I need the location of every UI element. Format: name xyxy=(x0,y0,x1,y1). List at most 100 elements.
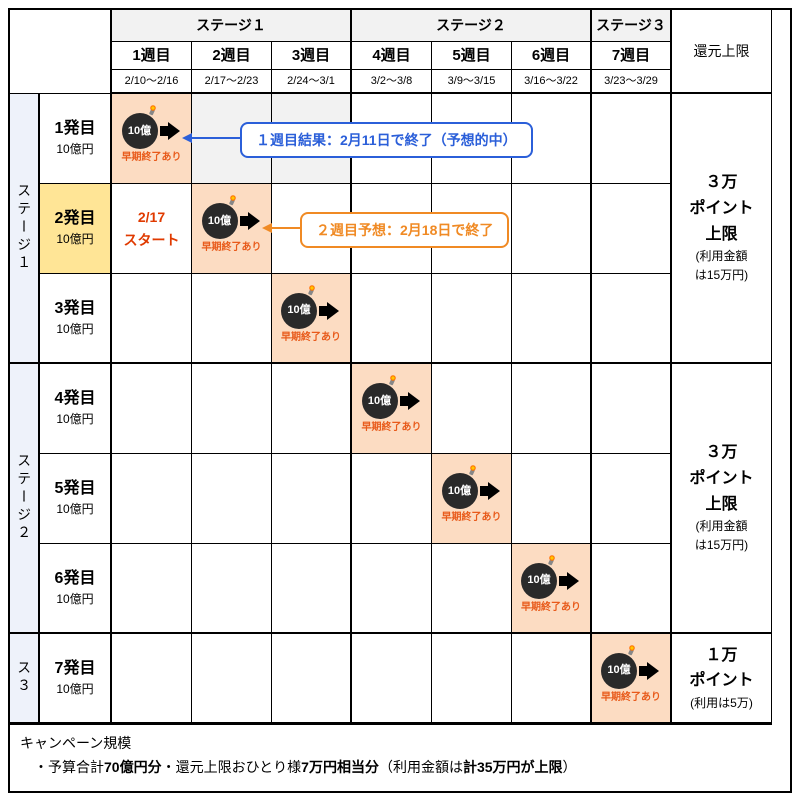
campaign-schedule-table: ステージ１ステージ２ステージ３還元上限1週目2週目3週目4週目5週目6週目7週目… xyxy=(8,8,792,793)
bomb-icon: 10億 xyxy=(281,293,317,329)
cell-r4-w6 xyxy=(512,364,592,454)
cell-r7-w3 xyxy=(272,634,352,724)
shot-7-label: 7発目10億円 xyxy=(40,634,112,724)
campaign-footer: キャンペーン規模 ・予算合計70億円分・還元上限おひとり様7万円相当分（利用金額… xyxy=(10,724,772,791)
cell-r4-w7 xyxy=(592,364,672,454)
early-end-note: 早期終了あり xyxy=(601,691,661,704)
arrow-right-icon xyxy=(160,124,182,138)
callout-week1-result-arrow xyxy=(190,137,245,139)
cell-r2-w7 xyxy=(592,184,672,274)
cell-r5-w4 xyxy=(352,454,432,544)
shot-6-amt: 10億円 xyxy=(56,592,93,608)
early-end-note: 早期終了あり xyxy=(521,601,581,614)
bomb-icon: 10億 xyxy=(521,563,557,599)
header-stage2: ステージ２ xyxy=(352,10,592,42)
shot-3-num: 3発目 xyxy=(55,299,96,320)
header-week-4: 4週目 xyxy=(352,42,432,70)
cell-r4-w3 xyxy=(272,364,352,454)
cell-r5-w3 xyxy=(272,454,352,544)
limit-stage2: ３万ポイント上限(利用金額は15万円) xyxy=(672,364,772,634)
callout-week1-result: １週目結果：2月11日で終了（予想的中） xyxy=(240,122,533,158)
start-label: スタート xyxy=(124,229,180,251)
cell-r6-w2 xyxy=(192,544,272,634)
header-dates-4: 3/2～3/8 xyxy=(352,70,432,94)
cell-r6-w7 xyxy=(592,544,672,634)
cell-r6-w1 xyxy=(112,544,192,634)
shot-6-num: 6発目 xyxy=(55,569,96,590)
header-stage1: ステージ１ xyxy=(112,10,352,42)
cell-r6-w3 xyxy=(272,544,352,634)
cell-r3-w6 xyxy=(512,274,592,364)
header-week-2: 2週目 xyxy=(192,42,272,70)
cell-r4-w5 xyxy=(432,364,512,454)
start-date: 2/17 xyxy=(124,206,180,228)
bomb-icon: 10億 xyxy=(202,203,238,239)
header-week-7: 7週目 xyxy=(592,42,672,70)
stage1-side: ステージ１ xyxy=(10,94,40,364)
limit-stage3: １万ポイント(利用は5万) xyxy=(672,634,772,724)
header-limit: 還元上限 xyxy=(672,10,772,94)
arrow-right-icon xyxy=(559,574,581,588)
cell-r3-w4 xyxy=(352,274,432,364)
cell-r2-w6 xyxy=(512,184,592,274)
cell-r6-w5 xyxy=(432,544,512,634)
header-week-1: 1週目 xyxy=(112,42,192,70)
stage2-side: ステージ２ xyxy=(10,364,40,634)
footer-detail: ・予算合計70億円分・還元上限おひとり様7万円相当分（利用金額は計35万円が上限… xyxy=(20,757,762,777)
bomb-cell-shot-3: 10億早期終了あり xyxy=(272,274,352,364)
shot-2-amt: 10億円 xyxy=(56,232,93,248)
bomb-icon: 10億 xyxy=(442,473,478,509)
shot-6-label: 6発目 10億円 xyxy=(40,544,112,634)
cell-r3-w5 xyxy=(432,274,512,364)
early-end-note: 早期終了あり xyxy=(122,151,182,164)
shot-7-amt: 10億円 xyxy=(56,682,93,698)
shot-4-label: 4発目 10億円 xyxy=(40,364,112,454)
shot-3-amt: 10億円 xyxy=(56,322,93,338)
bomb-icon: 10億 xyxy=(362,383,398,419)
header-dates-7: 3/23～3/29 xyxy=(592,70,672,94)
header-dates-5: 3/9～3/15 xyxy=(432,70,512,94)
bomb-cell-shot-2: 10億早期終了あり xyxy=(192,184,272,274)
cell-r7-w5 xyxy=(432,634,512,724)
bomb-cell-shot-7: 10億早期終了あり xyxy=(592,634,672,724)
arrow-right-icon xyxy=(480,484,502,498)
shot-4-amt: 10億円 xyxy=(56,412,93,428)
header-dates-6: 3/16～3/22 xyxy=(512,70,592,94)
header-dates-2: 2/17～2/23 xyxy=(192,70,272,94)
arrow-right-icon xyxy=(319,304,341,318)
header-week-6: 6週目 xyxy=(512,42,592,70)
shot-5-label: 5発目10億円 xyxy=(40,454,112,544)
bomb-cell-shot-1: 10億早期終了あり xyxy=(112,94,192,184)
cell-r6-w4 xyxy=(352,544,432,634)
shot-4-num: 4発目 xyxy=(55,389,96,410)
cell-r7-w6 xyxy=(512,634,592,724)
shot-3-label: 3発目 10億円 xyxy=(40,274,112,364)
header-week-3: 3週目 xyxy=(272,42,352,70)
shot-1-amt: 10億円 xyxy=(56,142,93,158)
early-end-note: 早期終了あり xyxy=(442,511,502,524)
shot-5-amt: 10億円 xyxy=(56,502,93,518)
cell-r4-w2 xyxy=(192,364,272,454)
early-end-note: 早期終了あり xyxy=(281,331,341,344)
header-week-5: 5週目 xyxy=(432,42,512,70)
early-end-note: 早期終了あり xyxy=(362,421,422,434)
cell-r5-w2 xyxy=(192,454,272,544)
cell-r1-w7 xyxy=(592,94,672,184)
cell-r5-w6 xyxy=(512,454,592,544)
cell-r7-w1 xyxy=(112,634,192,724)
stage1-side-label: ステージ１ xyxy=(15,183,33,273)
start-cell: 2/17スタート xyxy=(112,184,192,274)
stage2-side-label: ステージ２ xyxy=(15,453,33,543)
cell-r7-w4 xyxy=(352,634,432,724)
bomb-cell-shot-6: 10億早期終了あり xyxy=(512,544,592,634)
header-stage3: ステージ３ xyxy=(592,10,672,42)
shot-1-label: 1発目 10億円 xyxy=(40,94,112,184)
limit-stage1: ３万ポイント上限(利用金額は15万円) xyxy=(672,94,772,364)
cell-r5-w7 xyxy=(592,454,672,544)
arrow-right-icon xyxy=(240,214,262,228)
bomb-cell-shot-5: 10億早期終了あり xyxy=(432,454,512,544)
header-blank xyxy=(10,10,112,94)
arrow-right-icon xyxy=(400,394,422,408)
shot-1-num: 1発目 xyxy=(55,119,96,140)
stage3-side-label: ス３ xyxy=(15,660,33,696)
